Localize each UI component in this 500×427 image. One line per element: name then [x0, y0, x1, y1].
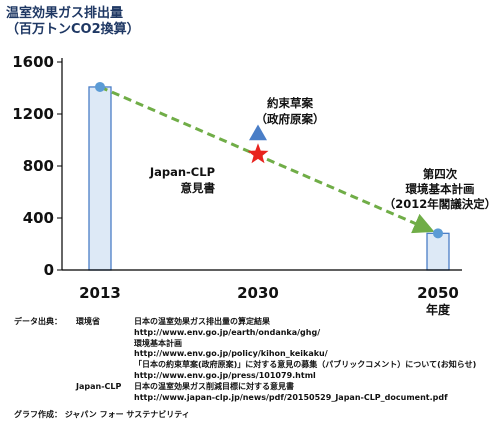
x-tick-label: 2030 — [237, 284, 279, 302]
annotation-label: （政府原案） — [256, 112, 325, 126]
source-block-env: データ出典： 環境省 日本の温室効果ガス排出量の算定結果 http://www.… — [14, 317, 494, 382]
annotation-label: 意見書 — [181, 181, 216, 195]
chart-title-line: 温室効果ガス排出量 — [6, 5, 123, 21]
x-unit-label: 年度 — [426, 302, 451, 317]
bar-2013 — [88, 86, 112, 271]
trend-start-point — [95, 81, 105, 92]
annotations: 約束草案 （政府原案） Japan-CLP 意見書 第四次環境基本計画（2012年閣議決… — [149, 96, 496, 211]
chart-title: 温室効果ガス排出量（百万トンCO2換算） — [6, 5, 140, 37]
x-tick-label: 2050 — [417, 284, 459, 302]
star-marker — [247, 143, 269, 164]
trend-line — [99, 85, 435, 234]
y-tick-label: 800 — [23, 157, 54, 175]
annotation-label: 第四次 — [423, 167, 458, 181]
trend-end-point — [433, 228, 443, 239]
emissions-chart: 温室効果ガス排出量（百万トンCO2換算） 0 400 800 1200 1600 2013… — [6, 5, 496, 317]
source-url: http://www.japan-clp.jp/news/pdf/2015052… — [134, 392, 448, 402]
annotation-label: （2012年閣議決定） — [384, 197, 497, 211]
source-label: データ出典： — [14, 317, 62, 326]
bar-2050 — [426, 232, 450, 271]
y-tick-label: 0 — [44, 261, 54, 279]
annotation-label: 環境基本計画 — [406, 182, 475, 196]
source-name: Japan-CLP — [76, 381, 122, 391]
chart-credit: グラフ作成： ジャパン フォー サステナビリティ — [14, 410, 190, 420]
chart-title-line: （百万トンCO2換算） — [6, 21, 140, 37]
source-name: 環境省 — [76, 317, 100, 326]
bars — [88, 86, 450, 271]
triangle-marker — [249, 124, 267, 141]
y-tick-label: 1600 — [12, 53, 54, 71]
source-url: http://www.env.go.jp/earth/ondanka/ghg/ — [134, 327, 321, 337]
source-entry: 環境基本計画 — [134, 338, 182, 348]
source-url: http://www.env.go.jp/press/101079.html — [134, 370, 316, 380]
annotation-label: 約束草案 — [267, 96, 313, 110]
source-entry: 日本の温室効果ガス排出量の算定結果 — [134, 317, 270, 326]
x-tick-label: 2013 — [79, 284, 121, 302]
annotation-label: Japan-CLP — [149, 165, 215, 179]
source-url: http://www.env.go.jp/policy/kihon_keikak… — [134, 349, 328, 359]
source-entry: 日本の温室効果ガス削減目標に対する意見書 — [134, 381, 294, 391]
markers — [247, 124, 269, 164]
source-entry: 「日本の約束草案(政府原案)」に対する意見の募集（パブリックコメント）について(… — [134, 360, 477, 370]
trend — [95, 81, 443, 239]
y-tick-label: 1200 — [12, 105, 54, 123]
source-footer: データ出典： 環境省 日本の温室効果ガス排出量の算定結果 http://www.… — [14, 317, 494, 421]
y-tick-label: 400 — [23, 209, 54, 227]
source-block-clp: Japan-CLP 日本の温室効果ガス削減目標に対する意見書 http://ww… — [14, 382, 494, 404]
